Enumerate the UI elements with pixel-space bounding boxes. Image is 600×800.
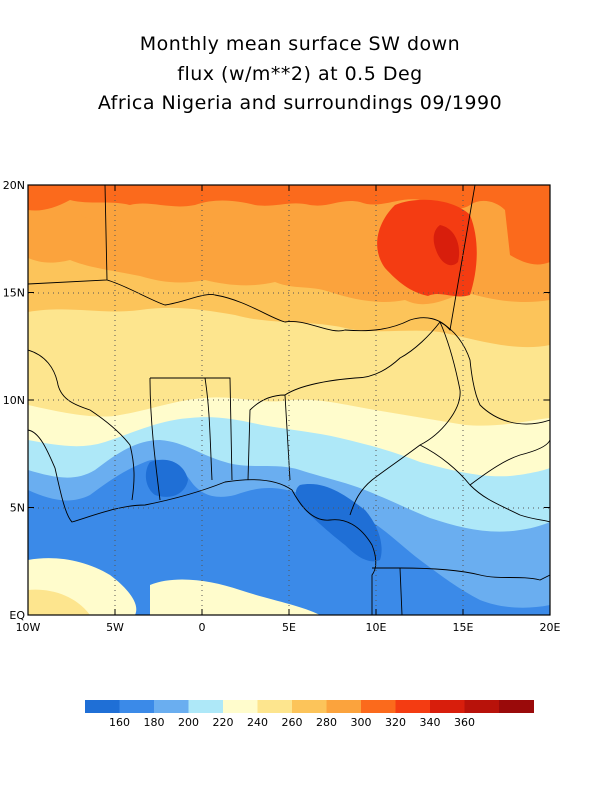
colorbar-swatch <box>395 700 431 713</box>
border-nigeria <box>284 321 461 516</box>
colorbar-label: 260 <box>282 716 303 729</box>
field-patch-mali <box>170 209 222 242</box>
colorbar-label: 320 <box>385 716 406 729</box>
lat-tick-label: 20N <box>3 179 25 192</box>
colorbar-label: 220 <box>213 716 234 729</box>
border-ghana-togo <box>204 377 213 481</box>
border-guinea <box>28 349 135 501</box>
field-patch-gulf <box>150 579 320 615</box>
border-chad <box>439 321 550 425</box>
border-congo <box>399 567 550 581</box>
lon-tick-label: 0 <box>199 621 206 634</box>
field-band-180 <box>28 459 550 615</box>
field-patch-west <box>80 202 120 220</box>
colorbar-swatch <box>119 700 155 713</box>
lat-tick-label: 10N <box>3 394 25 407</box>
graticule <box>28 185 550 615</box>
lon-tick-label: 15E <box>453 621 474 634</box>
country-borders <box>28 185 550 615</box>
colorbar-swatch <box>188 700 224 713</box>
coastline <box>28 429 377 615</box>
colorbar-swatch <box>361 700 396 713</box>
lat-axis: EQ 5N 10N 15N 20N <box>3 179 550 622</box>
field-patch-sw-warm <box>28 589 90 615</box>
field-band-360 <box>433 225 460 266</box>
colorbar-swatch <box>223 700 258 713</box>
lat-tick-label: EQ <box>9 609 25 622</box>
lon-tick-label: 20E <box>540 621 561 634</box>
border-ivory-west <box>149 377 161 501</box>
border-ivory-ghana <box>150 377 233 481</box>
colorbar-swatch <box>499 700 534 713</box>
map-title-line-2: flux (w/m**2) at 0.5 Deg <box>177 63 423 85</box>
border-car <box>419 444 550 523</box>
colorbar-label: 200 <box>178 716 199 729</box>
colorbar-swatch <box>464 700 500 713</box>
colorbar-swatch <box>257 700 293 713</box>
colorbar-label: 280 <box>316 716 337 729</box>
lon-tick-label: 10W <box>16 621 41 634</box>
lon-tick-label: 5W <box>106 621 124 634</box>
colorbar-label: 180 <box>144 716 165 729</box>
colorbar-label: 340 <box>420 716 441 729</box>
lon-axis: 10W 5W 0 5E 10E 15E 20E <box>16 185 561 634</box>
colorbar-label: 160 <box>109 716 130 729</box>
lat-tick-label: 15N <box>3 287 25 300</box>
colorbar-label: 240 <box>247 716 268 729</box>
border-sahel <box>106 185 476 332</box>
border-sudan <box>469 439 550 486</box>
colorbar-swatch <box>430 700 465 713</box>
border-benin <box>247 394 291 481</box>
map-title-line-1: Monthly mean surface SW down <box>139 33 461 55</box>
colorbar-label: 300 <box>351 716 372 729</box>
map-title-line-3: Africa Nigeria and surroundings 09/1990 <box>97 92 503 114</box>
field-band-340 <box>377 199 477 297</box>
field-band-160-east <box>295 484 382 562</box>
lon-tick-label: 10E <box>366 621 387 634</box>
lat-tick-label: 5N <box>10 502 25 515</box>
colorbar-swatch <box>292 700 327 713</box>
colorbar: 160 180 200 220 240 260 280 300 320 340 360 <box>85 700 534 729</box>
lon-tick-label: 5E <box>282 621 296 634</box>
colorbar-label: 360 <box>454 716 475 729</box>
colorbar-swatch <box>85 700 120 713</box>
colorbar-swatch <box>326 700 362 713</box>
colorbar-swatch <box>154 700 189 713</box>
